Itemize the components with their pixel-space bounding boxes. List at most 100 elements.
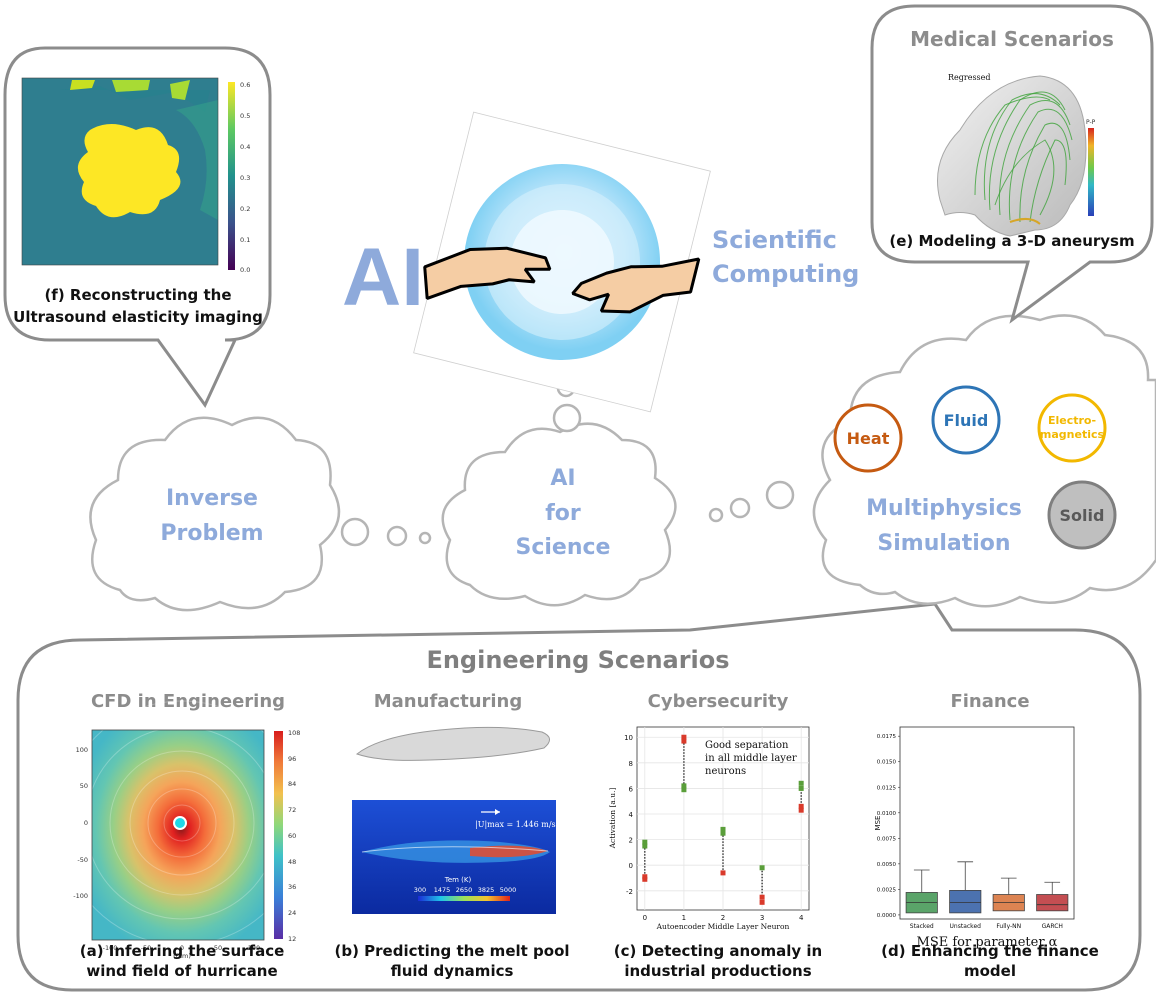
multiphysics-line-1: Multiphysics xyxy=(866,496,1022,521)
scatter-point xyxy=(798,807,804,813)
inverse-problem-cloud xyxy=(89,416,341,612)
engineering-scenarios-panel: Engineering Scenarios CFD in Engineering… xyxy=(16,602,1142,992)
svg-text:72: 72 xyxy=(288,806,296,814)
box-category-label: Stacked xyxy=(910,923,934,930)
airfoil-shape xyxy=(355,726,550,761)
scatter-xtick-label: 1 xyxy=(682,914,686,922)
elasticity-image: 0.6 0.5 0.4 0.3 0.2 0.1 0.0 xyxy=(21,77,250,274)
scatter-ytick-label: 6 xyxy=(629,785,634,793)
scatter-ytick-label: 8 xyxy=(629,760,633,768)
scatter-point xyxy=(798,803,804,809)
svg-text:1475: 1475 xyxy=(434,886,451,894)
elasticity-colorbar xyxy=(228,82,235,270)
scatter-xtick-label: 4 xyxy=(799,914,804,922)
svg-text:96: 96 xyxy=(288,755,296,763)
svg-text:P-P: P-P xyxy=(1086,119,1096,126)
box-ytick-label: 0.0150 xyxy=(877,760,897,766)
cfd-xlabel: r(km) xyxy=(173,952,191,960)
medical-regressed: Regressed xyxy=(948,73,991,82)
box-ytick-label: 0.0025 xyxy=(877,887,897,893)
scatter-point xyxy=(681,738,687,744)
caption-c-2: industrial productions xyxy=(624,962,811,980)
scatter-xtick-label: 3 xyxy=(760,914,764,922)
scatter-point xyxy=(759,899,765,905)
box-ytick-label: 0.0075 xyxy=(877,836,897,842)
cfd-xticks: -100 -50 0 50 100 xyxy=(103,944,261,952)
ai-science-line-1: AI xyxy=(550,466,575,491)
solid-circle xyxy=(1047,480,1117,550)
velocity-label: |U|max = 1.446 m/s xyxy=(475,820,556,829)
cfd-hurricane-figure: 108 96 84 72 60 48 36 24 12 -100 -50 0 5… xyxy=(59,700,305,960)
cloud-labels: Inverse Problem AI for Science Multiphys… xyxy=(160,466,1021,560)
scatter-point xyxy=(720,830,726,836)
anomaly-scatter-chart: -2 0 2 4 6 8 10 0 1 2 3 4 Good separation in all mi… xyxy=(608,726,810,931)
cfd-colorbar-labels: 108 96 84 72 60 48 36 24 12 xyxy=(288,729,300,943)
scatter-ytick-label: 4 xyxy=(629,811,634,819)
svg-text:100: 100 xyxy=(76,746,88,754)
scatter-ytick-label: 0 xyxy=(629,862,633,870)
computing-label: Computing xyxy=(712,260,859,288)
aneurysm-render: P-P xyxy=(937,75,1096,237)
aneurysm-colorbar xyxy=(1088,128,1094,216)
box-category-label: Fully-NN xyxy=(996,923,1021,930)
box-ytick-label: 0.0100 xyxy=(877,811,897,817)
svg-text:84: 84 xyxy=(288,780,296,788)
scatter-point xyxy=(798,780,804,786)
scatter-xtick-label: 0 xyxy=(643,914,647,922)
em-label-1: Electro- xyxy=(1048,414,1096,427)
temp-ticks: 300 1475 2650 3825 5000 xyxy=(414,886,516,894)
panel-title-cybersecurity: Cybersecurity xyxy=(648,691,789,712)
heat-label: Heat xyxy=(847,429,890,448)
caption-a-2: wind field of hurricane xyxy=(86,962,277,980)
scatter-annotation-3: neurons xyxy=(705,766,746,777)
scatter-point xyxy=(759,894,765,900)
svg-text:108: 108 xyxy=(288,729,300,737)
em-label-2: magnetics xyxy=(1040,428,1105,441)
svg-text:2650: 2650 xyxy=(456,886,473,894)
svg-text:0.3: 0.3 xyxy=(240,174,250,182)
engineering-title: Engineering Scenarios xyxy=(426,646,729,674)
caption-b-2: fluid dynamics xyxy=(391,962,514,980)
caption-c-1: (c) Detecting anomaly in xyxy=(614,942,822,960)
cfd-yticks: 100 50 0 -50 -100 xyxy=(73,746,88,900)
scatter-xtick-label: 2 xyxy=(721,914,725,922)
scatter-point xyxy=(720,826,726,832)
multiphysics-line-2: Simulation xyxy=(877,531,1010,556)
box-ytick-label: 0.0125 xyxy=(877,785,897,791)
melt-pool-figure: |U|max = 1.446 m/s Tem (K) 300 1475 2650… xyxy=(352,726,556,914)
svg-text:0.0: 0.0 xyxy=(240,266,250,274)
svg-text:0.5: 0.5 xyxy=(240,112,250,120)
svg-text:0: 0 xyxy=(180,944,184,952)
panel-title-finance: Finance xyxy=(950,691,1029,712)
inverse-problem-line-1: Inverse xyxy=(166,486,258,511)
scatter-point xyxy=(642,839,648,845)
scatter-annotation-1: Good separation xyxy=(705,740,789,751)
box-category-label: Unstacked xyxy=(950,923,982,930)
svg-text:36: 36 xyxy=(288,883,296,891)
ai-for-science-cloud xyxy=(441,422,677,607)
svg-text:48: 48 xyxy=(288,858,296,866)
ai-science-line-3: Science xyxy=(516,535,611,560)
finance-box-chart: 0.0000 0.0025 0.0050 0.0075 0.0100 0.0125 0.01… xyxy=(874,726,1075,950)
svg-text:0.6: 0.6 xyxy=(240,81,250,89)
box-ytick-label: 0.0175 xyxy=(877,734,897,740)
creation-of-ai-image xyxy=(413,111,711,413)
temp-colorbar xyxy=(418,896,510,901)
box-ytick-label: 0.0000 xyxy=(877,913,897,919)
medical-speech-bubble: Medical Scenarios Regressed P-P (e) Mode… xyxy=(870,4,1154,324)
scientific-label: Scientific xyxy=(712,226,837,254)
panel-title-manufacturing: Manufacturing xyxy=(374,691,523,712)
scatter-ytick-label: -2 xyxy=(626,888,633,896)
right-hand xyxy=(571,257,701,314)
scatter-ytick-label: 10 xyxy=(624,734,633,742)
svg-text:-100: -100 xyxy=(103,944,118,952)
scatter-point xyxy=(642,876,648,882)
caption-d-1: (d) Enhancing the finance xyxy=(881,942,1099,960)
box-ytick-label: 0.0050 xyxy=(877,862,897,868)
ai-science-line-2: for xyxy=(545,501,581,526)
physics-domains: Heat Fluid Electro- magnetics Solid xyxy=(833,385,1117,550)
svg-text:100: 100 xyxy=(248,944,260,952)
inverse-speech-bubble: 0.6 0.5 0.4 0.3 0.2 0.1 0.0 (f) Reconstr… xyxy=(3,46,272,408)
panel-title-cfd: CFD in Engineering xyxy=(91,691,285,712)
